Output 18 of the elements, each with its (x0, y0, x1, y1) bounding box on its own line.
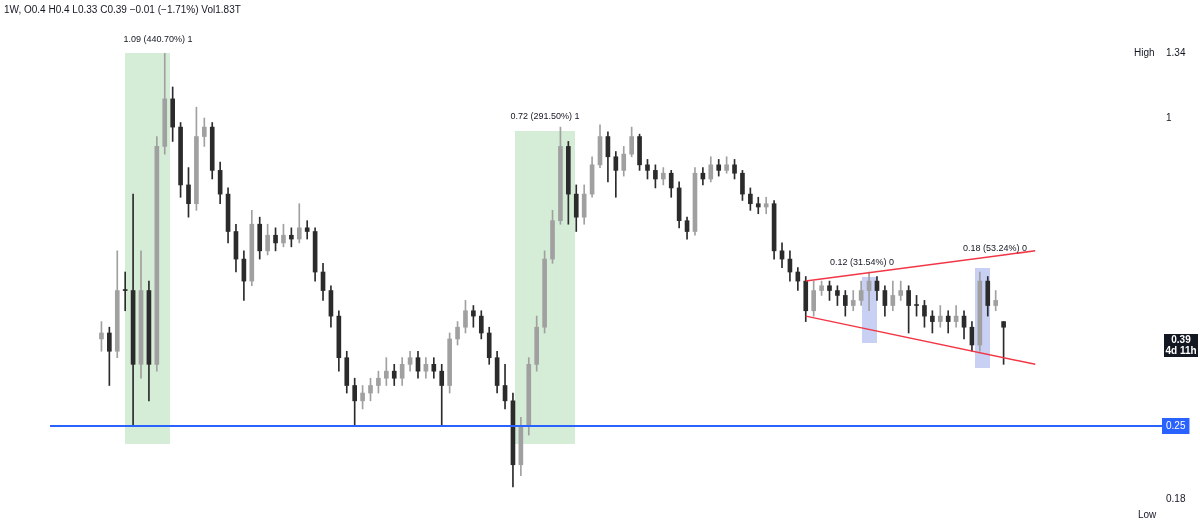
annotation: 0.72 (291.50%) 1 (510, 111, 580, 122)
annotation: 0.18 (53.24%) 0 (962, 243, 1028, 254)
candlestick (304, 220, 310, 240)
candlestick (755, 196, 761, 215)
annotation: High (1134, 46, 1155, 58)
text: 0.39 (1171, 333, 1192, 345)
text: 4d 11h (1165, 344, 1197, 356)
chart-title: 1W, O0.4 H0.4 L0.33 C0.39 −0.01 (−1.71%) Vol1.83T (4, 4, 241, 15)
candlestick (122, 271, 128, 312)
annotation: 0.12 (31.54%) 0 (829, 257, 895, 268)
text: 1.09 (440.70%) 1 (123, 34, 193, 45)
y-tick-label: 1.34 (1166, 46, 1186, 58)
y-tick-label: 0.18 (1166, 492, 1186, 504)
candlestick (937, 305, 943, 328)
ref-line-label: 0.25 (1166, 419, 1186, 431)
text: Low (1138, 508, 1158, 520)
candlestick (763, 196, 769, 215)
y-tick-label: 1 (1166, 111, 1172, 123)
